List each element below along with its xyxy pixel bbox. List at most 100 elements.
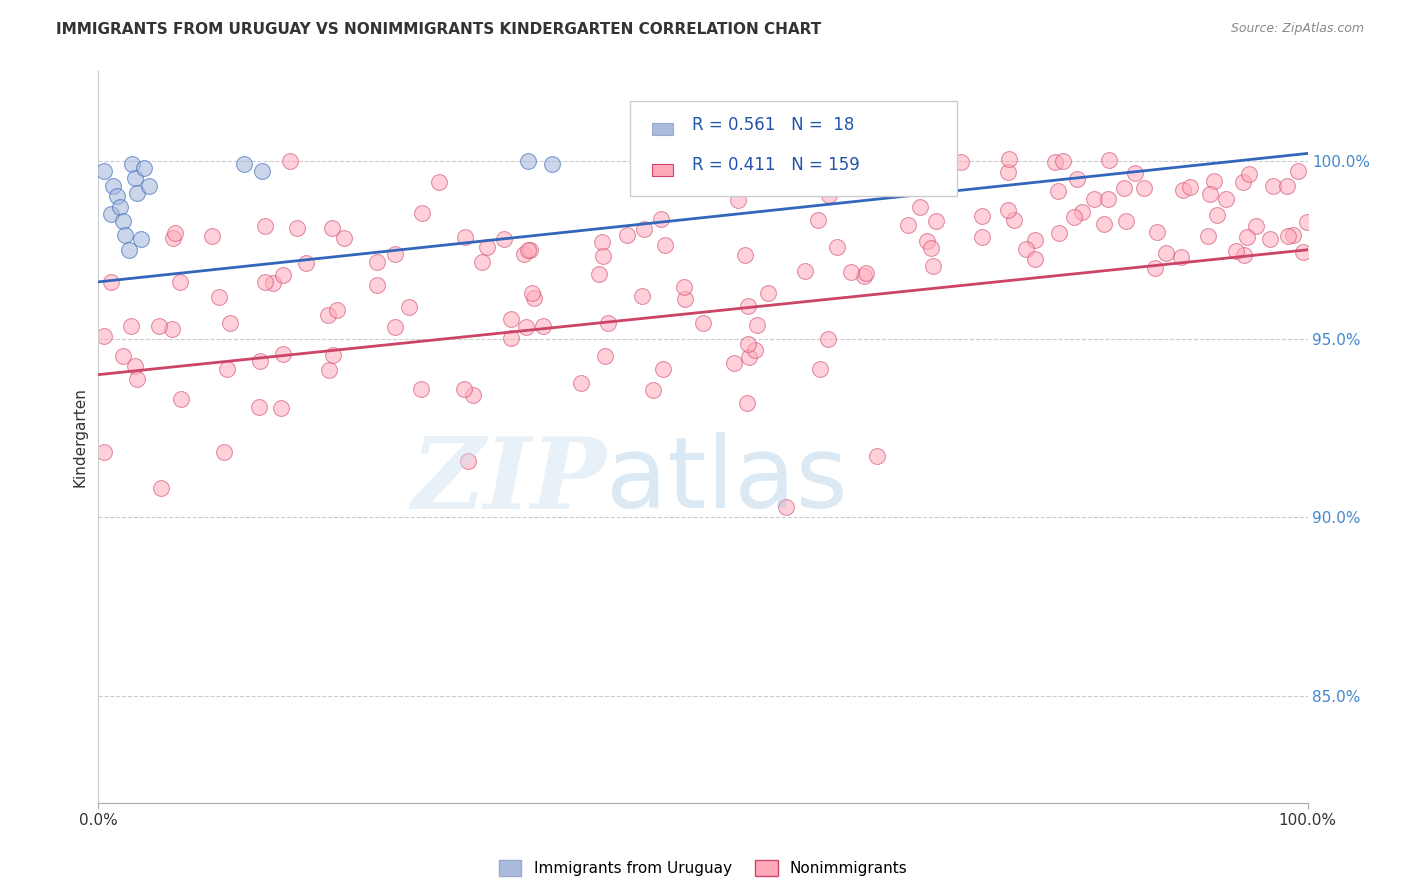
Point: [817, 332, 839, 346]
Point: [208, 290, 231, 304]
Point: [120, 318, 142, 333]
Point: [997, 152, 1019, 166]
Point: [253, 219, 276, 234]
Legend: Immigrants from Uruguay, Nonimmigrants: Immigrants from Uruguay, Nonimmigrants: [492, 855, 914, 882]
Point: [922, 259, 945, 273]
Point: [333, 231, 356, 245]
Point: [825, 240, 848, 254]
Point: [384, 320, 406, 334]
Point: [588, 267, 610, 281]
Point: [169, 275, 191, 289]
Bar: [652, 164, 673, 176]
Point: [1063, 210, 1085, 224]
Point: [737, 299, 759, 313]
Point: [285, 220, 308, 235]
Point: [93, 445, 115, 459]
Point: [316, 308, 339, 322]
FancyBboxPatch shape: [630, 101, 957, 195]
Point: [1083, 192, 1105, 206]
Point: [1071, 204, 1094, 219]
Point: [841, 265, 863, 279]
Point: [516, 153, 538, 168]
Y-axis label: Kindergarten: Kindergarten: [72, 387, 87, 487]
Point: [93, 329, 115, 343]
Point: [124, 171, 146, 186]
Text: R = 0.411   N = 159: R = 0.411 N = 159: [692, 156, 859, 174]
Point: [970, 230, 993, 244]
Point: [894, 170, 917, 185]
Point: [569, 376, 592, 390]
Point: [654, 238, 676, 252]
Point: [105, 189, 128, 203]
Point: [1002, 213, 1025, 227]
Point: [271, 268, 294, 282]
Point: [1112, 180, 1135, 194]
Point: [901, 176, 924, 190]
Point: [212, 445, 235, 459]
Point: [384, 247, 406, 261]
Point: [318, 362, 340, 376]
Point: [1015, 242, 1038, 256]
Point: [127, 186, 149, 200]
Point: [121, 157, 143, 171]
Point: [734, 248, 756, 262]
Point: [170, 392, 193, 407]
Point: [254, 275, 277, 289]
Point: [1225, 244, 1247, 258]
Point: [672, 279, 695, 293]
Point: [723, 356, 745, 370]
Point: [326, 303, 349, 318]
Point: [972, 209, 994, 223]
Point: [1024, 233, 1046, 247]
Point: [1146, 225, 1168, 239]
Point: [1097, 192, 1119, 206]
Point: [1092, 217, 1115, 231]
Point: [920, 241, 942, 255]
Point: [1237, 167, 1260, 181]
Point: [162, 230, 184, 244]
Point: [108, 200, 131, 214]
Text: ZIP: ZIP: [412, 433, 606, 529]
Point: [112, 349, 135, 363]
Point: [93, 164, 115, 178]
Point: [1043, 154, 1066, 169]
Point: [817, 187, 839, 202]
Point: [101, 178, 124, 193]
Point: [1115, 213, 1137, 227]
Point: [735, 396, 758, 410]
Point: [134, 161, 156, 175]
Point: [593, 349, 616, 363]
Point: [744, 343, 766, 358]
Point: [531, 318, 554, 333]
Point: [1261, 178, 1284, 193]
Point: [737, 337, 759, 351]
Point: [163, 227, 186, 241]
Point: [1197, 229, 1219, 244]
Point: [738, 350, 761, 364]
Point: [516, 244, 538, 258]
Point: [1123, 166, 1146, 180]
Point: [457, 454, 479, 468]
Point: [1205, 208, 1227, 222]
Point: [232, 157, 254, 171]
Bar: [652, 123, 673, 136]
Point: [793, 264, 815, 278]
Point: [650, 212, 672, 227]
Point: [852, 269, 875, 284]
Point: [866, 449, 889, 463]
Point: [592, 249, 614, 263]
Point: [1202, 174, 1225, 188]
Point: [1292, 245, 1315, 260]
Point: [756, 285, 779, 300]
Point: [321, 220, 343, 235]
Point: [409, 382, 432, 396]
Point: [727, 193, 749, 207]
Text: atlas: atlas: [606, 433, 848, 530]
Point: [1144, 260, 1167, 275]
Point: [717, 177, 740, 191]
Point: [1133, 181, 1156, 195]
Point: [475, 240, 498, 254]
Point: [522, 286, 544, 301]
Point: [616, 228, 638, 243]
Point: [896, 219, 918, 233]
